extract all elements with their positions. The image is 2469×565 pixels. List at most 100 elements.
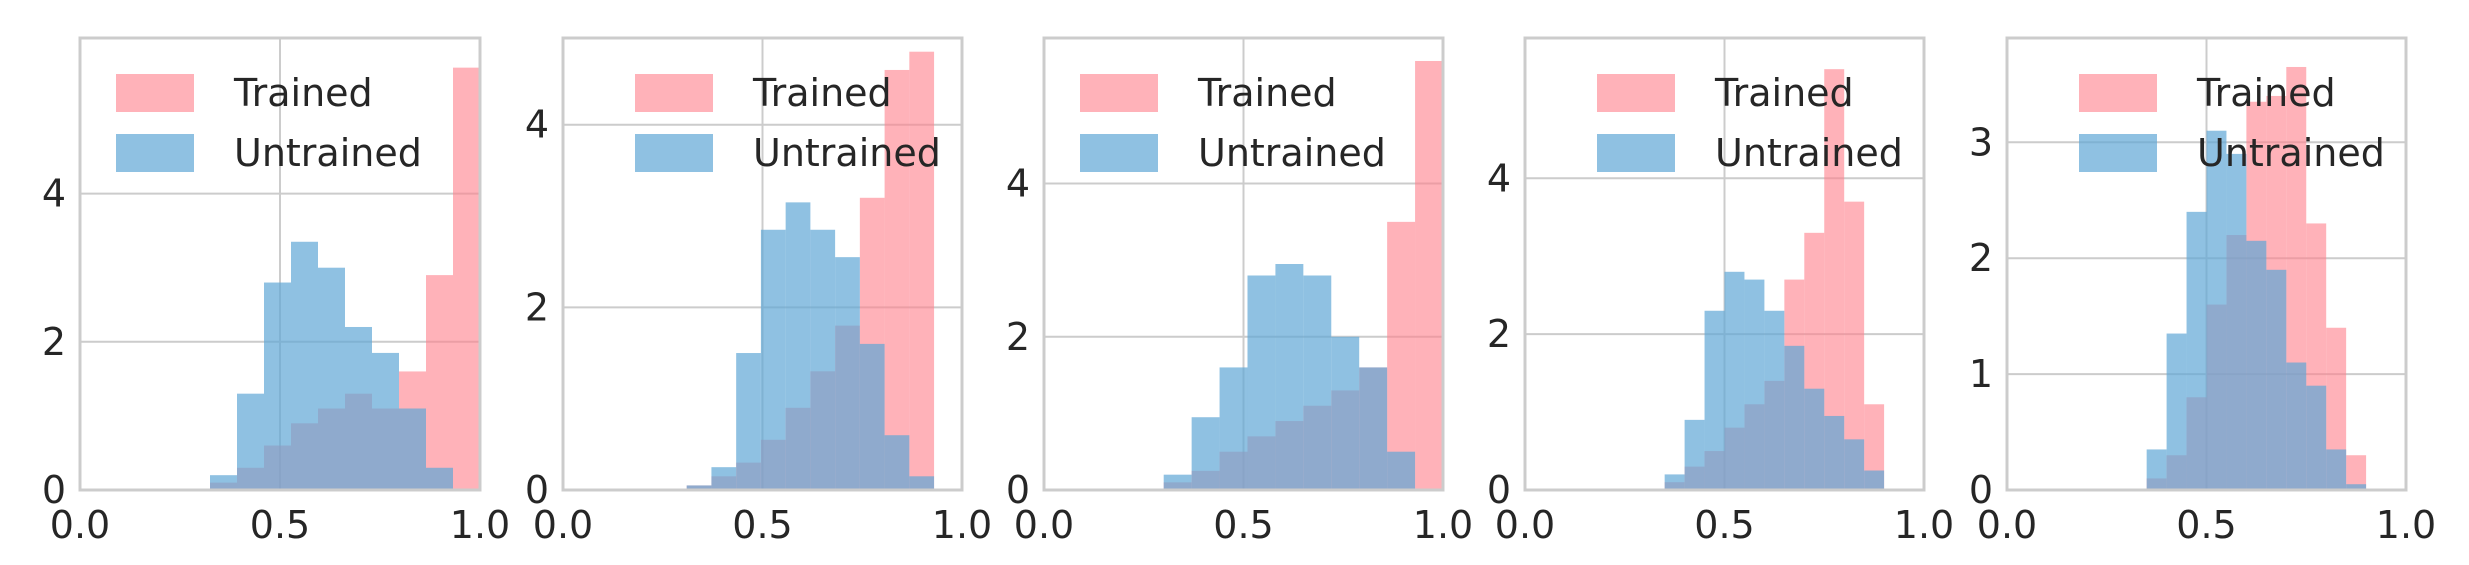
x-tick-label: 0.5 [1694,503,1754,547]
y-tick-label: 2 [42,320,66,364]
y-tick-label: 2 [525,285,549,329]
legend-label-untrained: Untrained [1198,131,1386,175]
bar-untrained [859,343,885,490]
legend: Trained Untrained [2079,71,2385,175]
bar-untrained [1303,275,1332,490]
legend-swatch-trained [116,74,194,112]
legend-swatch-untrained [1597,134,1675,172]
bar-untrained [785,202,811,490]
bar-trained [884,69,910,490]
x-tick-label: 0.0 [50,503,110,547]
x-tick-label: 0.5 [2176,503,2236,547]
legend: Trained Untrained [635,71,941,175]
plot-frame [78,36,482,492]
bar-untrained [1387,451,1416,490]
bar-untrained [810,229,836,490]
x-tick-label: 0.5 [1213,503,1273,547]
histogram-panel-5: 0 1 2 3 0.0 0.5 1.0 Trained Untrained [1969,36,2436,547]
y-tick-label: 4 [1487,156,1511,200]
bar-untrained [1275,264,1304,490]
bar-untrained [1804,388,1825,490]
y-tick-label: 3 [1969,120,1993,164]
legend: Trained Untrained [1080,71,1386,175]
y-tick-label: 2 [1487,312,1511,356]
bar-untrained [210,475,237,490]
legend-label-trained: Trained [2196,71,2336,115]
bar-trained [1864,404,1885,490]
legend-swatch-trained [635,74,713,112]
x-tick-label: 0.5 [732,503,792,547]
x-tick-label: 0.0 [1977,503,2037,547]
series-untrained [2146,130,2367,490]
bar-untrained [2346,484,2367,490]
bar-untrained [1191,417,1220,490]
bar-untrained [1331,336,1360,490]
x-tick-label: 1.0 [450,503,510,547]
bar-untrained [1844,439,1865,490]
bar-untrained [711,467,737,490]
bar-untrained [2306,385,2327,490]
bar-untrained [1219,367,1248,490]
y-tick-label: 0 [42,468,66,512]
y-tick-label: 0 [525,468,549,512]
series-untrained [686,202,935,490]
bar-untrained [686,485,712,490]
bar-untrained [426,467,453,490]
y-tick-label: 0 [1006,468,1030,512]
bar-untrained [1247,275,1276,490]
bar-untrained [2226,153,2247,490]
y-tick-label: 2 [1969,236,1993,280]
bar-untrained [1724,271,1745,490]
bar-untrained [835,257,860,490]
bar-untrained [1864,470,1885,490]
bar-untrained [2206,130,2227,490]
y-tick-label: 4 [525,103,549,147]
plot-frame [561,36,964,492]
series-untrained [210,241,453,490]
x-tick-label: 0.0 [1014,503,1074,547]
bar-untrained [884,435,910,490]
histogram-panel-1: 0 2 4 0.0 0.5 1.0 Trained Untrained [42,36,510,547]
bar-untrained [1684,419,1705,490]
bar-untrained [264,282,291,490]
x-tick-label: 1.0 [932,503,992,547]
bar-trained [1844,201,1865,491]
legend-swatch-untrained [635,134,713,172]
x-tick-label: 1.0 [1894,503,1954,547]
legend-swatch-untrained [116,134,194,172]
bar-untrained [291,241,318,490]
y-tick-label: 0 [1487,468,1511,512]
bar-untrained [345,326,372,490]
legend-swatch-trained [2079,74,2157,112]
legend: Trained Untrained [116,71,422,175]
x-tick-label: 0.0 [1495,503,1555,547]
plot-frame [2005,36,2408,492]
bar-untrained [399,408,426,490]
histogram-panel-3: 0 2 4 0.0 0.5 1.0 Trained Untrained [1006,36,1473,547]
bar-untrained [1744,279,1765,490]
bar-untrained [1163,474,1192,490]
legend-label-trained: Trained [752,71,892,115]
bar-untrained [318,267,345,490]
plot-frame [1523,36,1926,492]
bar-untrained [2326,449,2347,490]
bar-untrained [2286,362,2307,490]
legend-label-untrained: Untrained [753,131,941,175]
y-tick-label: 2 [1006,315,1030,359]
bar-trained [1387,221,1416,490]
bar-untrained [237,393,264,490]
legend-swatch-trained [1597,74,1675,112]
bar-trained [426,275,453,490]
bar-untrained [372,352,399,490]
y-tick-label: 1 [1969,352,1993,396]
histogram-panel-4: 0 2 4 0.0 0.5 1.0 Trained Untrained [1487,36,1954,547]
y-tick-label: 0 [1969,468,1993,512]
legend-swatch-trained [1080,74,1158,112]
histogram-panel-2: 0 2 4 0.0 0.5 1.0 Trained Untrained [525,36,992,547]
bar-untrained [1359,367,1388,490]
legend-swatch-untrained [2079,134,2157,172]
y-tick-label: 4 [42,172,66,216]
bar-untrained [2146,449,2167,490]
bar-untrained [760,229,786,490]
